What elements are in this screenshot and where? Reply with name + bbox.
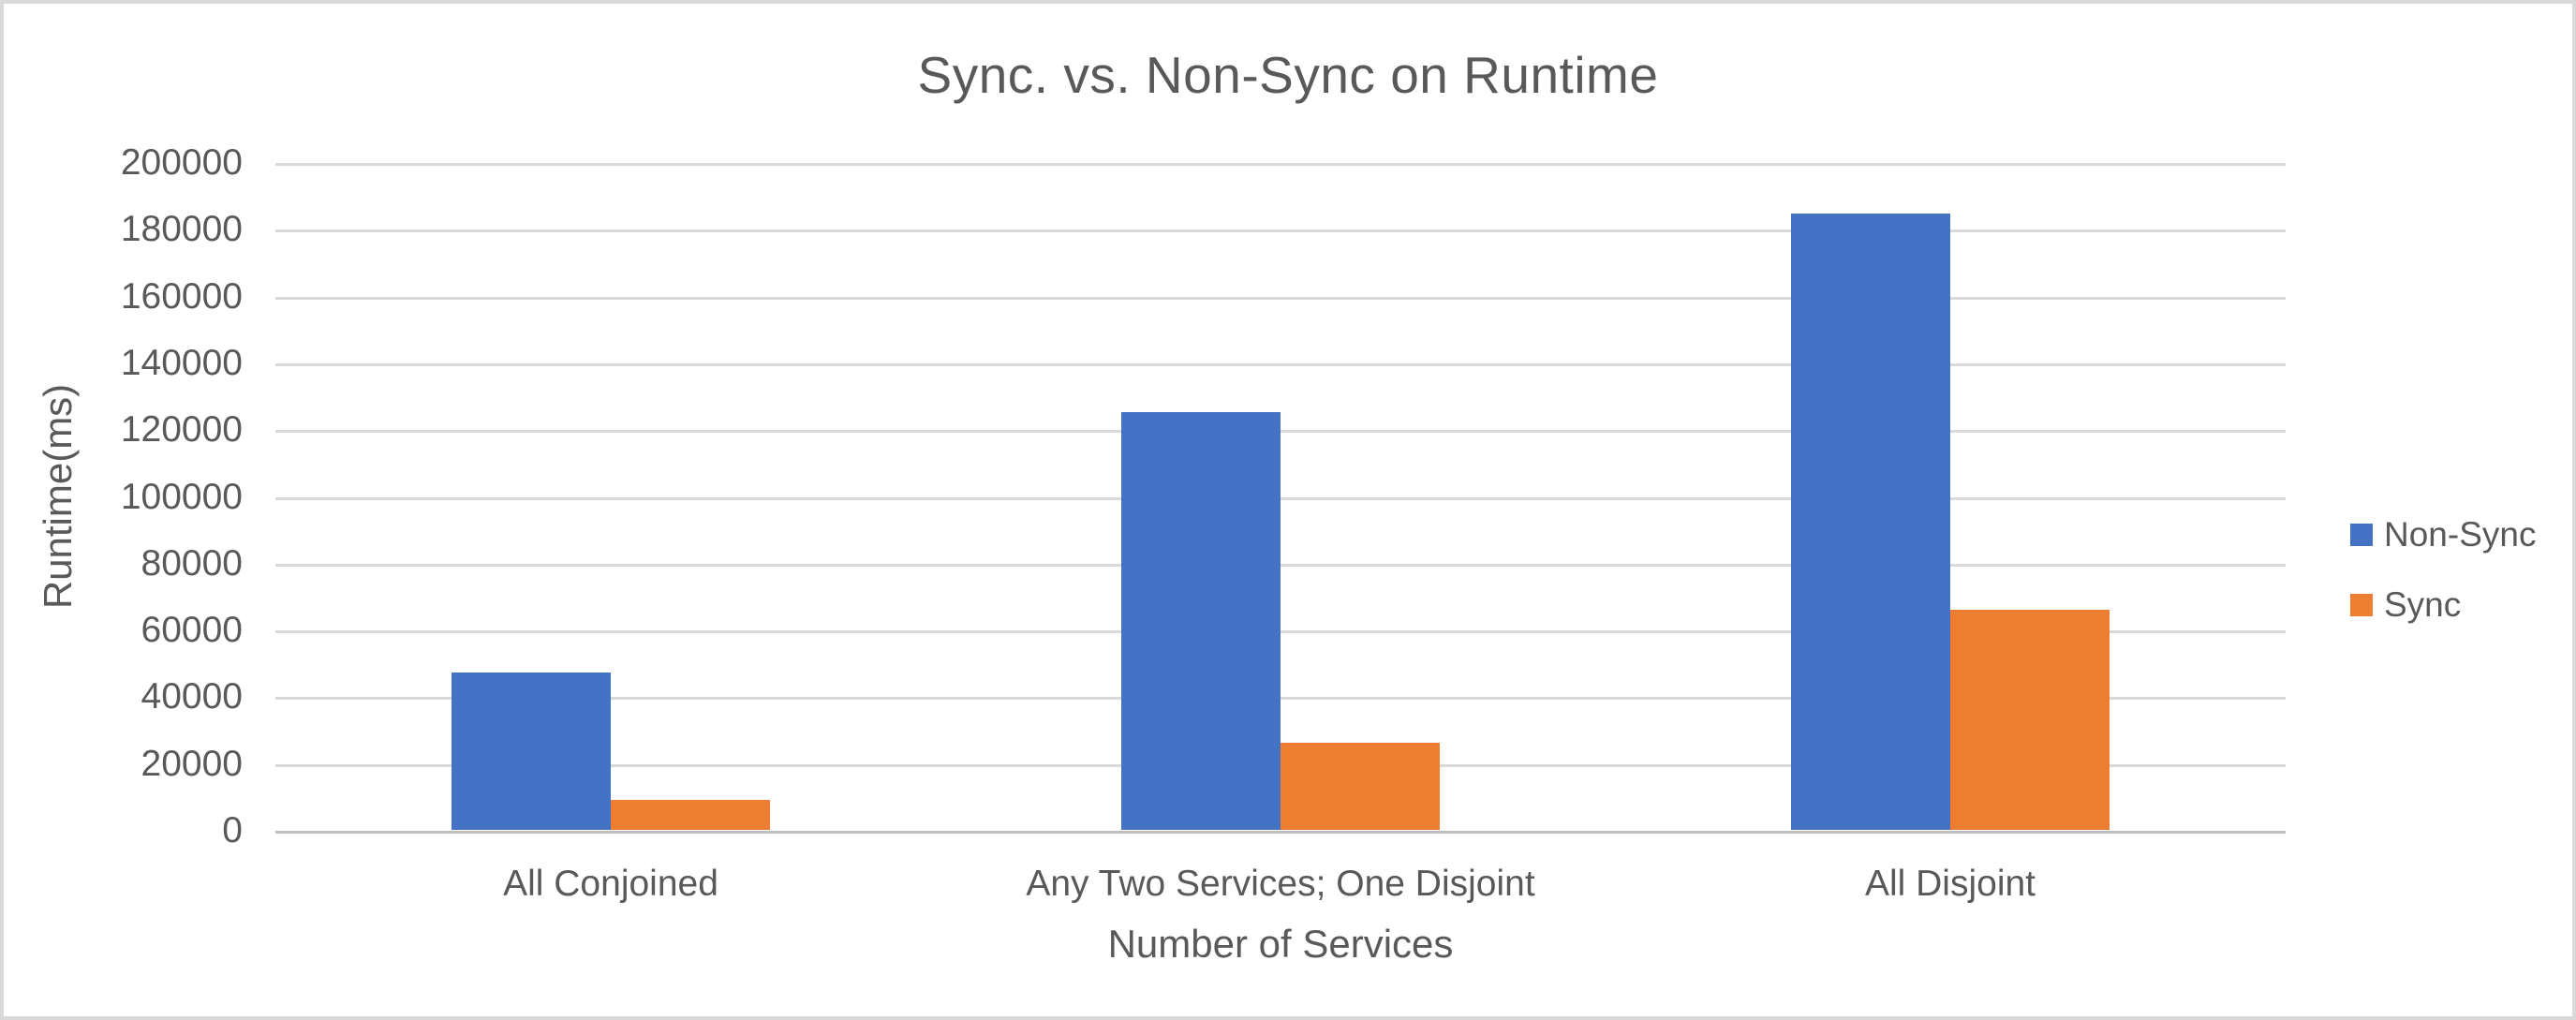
x-category-label: All Disjoint xyxy=(1864,864,2036,904)
chart-title: Sync. vs. Non-Sync on Runtime xyxy=(917,46,1659,104)
bar-sync-group-3 xyxy=(1950,610,2110,830)
x-axis-line xyxy=(275,831,2286,834)
x-category-label: All Conjoined xyxy=(503,864,718,904)
y-tick-label: 0 xyxy=(222,810,243,850)
y-tick-label: 60000 xyxy=(141,610,243,650)
x-category-label: Any Two Services; One Disjoint xyxy=(1026,864,1535,904)
gridline xyxy=(275,497,2286,500)
legend-swatch-icon xyxy=(2350,594,2373,616)
gridline xyxy=(275,564,2286,567)
plot-area xyxy=(275,163,2286,834)
legend: Non-Sync Sync xyxy=(2350,514,2536,655)
legend-swatch-icon xyxy=(2350,524,2373,546)
gridline xyxy=(275,697,2286,700)
y-tick-label: 40000 xyxy=(141,676,243,717)
bar-sync-group-2 xyxy=(1281,743,1440,830)
y-tick-label: 20000 xyxy=(141,744,243,784)
y-tick-label: 160000 xyxy=(120,276,243,317)
y-tick-label: 80000 xyxy=(141,543,243,584)
y-tick-label: 120000 xyxy=(120,409,243,450)
gridline xyxy=(275,163,2286,166)
y-tick-label: 180000 xyxy=(120,209,243,249)
y-tick-label: 200000 xyxy=(120,142,243,183)
bar-non-sync-group-1 xyxy=(452,673,611,830)
gridline xyxy=(275,630,2286,633)
bar-non-sync-group-3 xyxy=(1791,214,1950,830)
y-tick-label: 140000 xyxy=(120,343,243,383)
legend-item-sync: Sync xyxy=(2350,584,2536,626)
gridline xyxy=(275,229,2286,232)
gridline xyxy=(275,430,2286,433)
bar-non-sync-group-2 xyxy=(1121,412,1281,830)
legend-label: Non-Sync xyxy=(2384,515,2537,554)
x-axis-title: Number of Services xyxy=(1107,922,1454,966)
bar-sync-group-1 xyxy=(611,800,770,830)
legend-item-non-sync: Non-Sync xyxy=(2350,514,2536,555)
legend-label: Sync xyxy=(2384,585,2462,624)
gridline xyxy=(275,297,2286,300)
y-tick-label: 100000 xyxy=(120,477,243,517)
gridline xyxy=(275,363,2286,366)
